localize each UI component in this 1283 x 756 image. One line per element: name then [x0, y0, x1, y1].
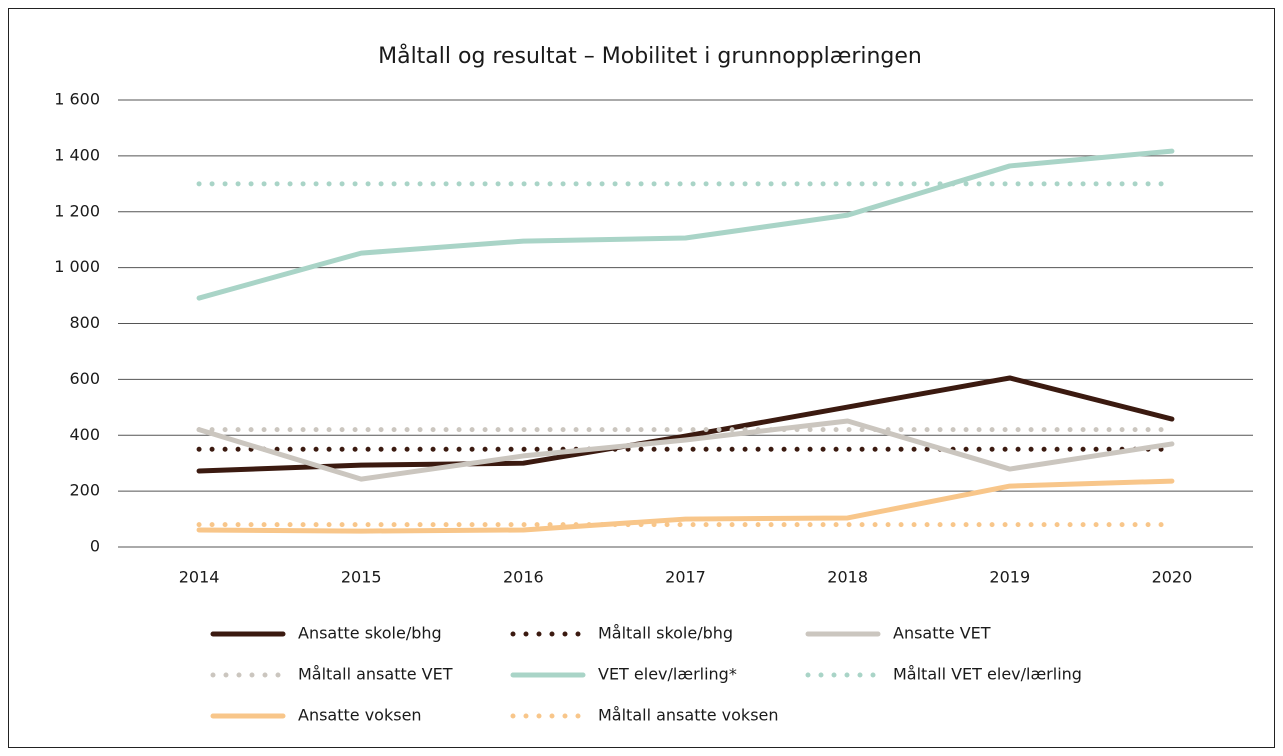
legend-label: Ansatte skole/bhg	[298, 624, 442, 643]
y-tick-label: 1 600	[54, 90, 100, 109]
legend-label: Ansatte VET	[893, 624, 991, 643]
series-line	[196, 148, 1175, 301]
legend-label: Måltall VET elev/lærling	[893, 665, 1082, 684]
y-tick-label: 1 400	[54, 145, 100, 164]
chart-border	[8, 8, 1275, 748]
y-tick-label: 800	[69, 313, 100, 332]
legend-label: Måltall ansatte VET	[298, 665, 453, 684]
legend-label: Måltall ansatte voksen	[598, 706, 779, 725]
y-tick-label: 400	[69, 425, 100, 444]
x-tick-label: 2014	[179, 568, 220, 587]
y-tick-label: 0	[90, 537, 100, 556]
x-tick-label: 2018	[827, 568, 868, 587]
x-tick-label: 2019	[989, 568, 1030, 587]
x-tick-label: 2017	[665, 568, 706, 587]
y-tick-label: 1 200	[54, 201, 100, 220]
chart-title: Måltall og resultat – Mobilitet i grunno…	[378, 43, 922, 69]
series-line	[196, 375, 1175, 474]
x-tick-label: 2015	[341, 568, 382, 587]
y-tick-label: 600	[69, 369, 100, 388]
series-line	[196, 478, 1175, 534]
legend-label: VET elev/lærling*	[598, 665, 737, 684]
x-tick-label: 2020	[1152, 568, 1193, 587]
legend-label: Måltall skole/bhg	[598, 624, 733, 643]
y-tick-label: 1 000	[54, 257, 100, 276]
y-tick-label: 200	[69, 481, 100, 500]
x-tick-label: 2016	[503, 568, 544, 587]
series-line	[196, 418, 1175, 482]
legend-label: Ansatte voksen	[298, 706, 422, 725]
